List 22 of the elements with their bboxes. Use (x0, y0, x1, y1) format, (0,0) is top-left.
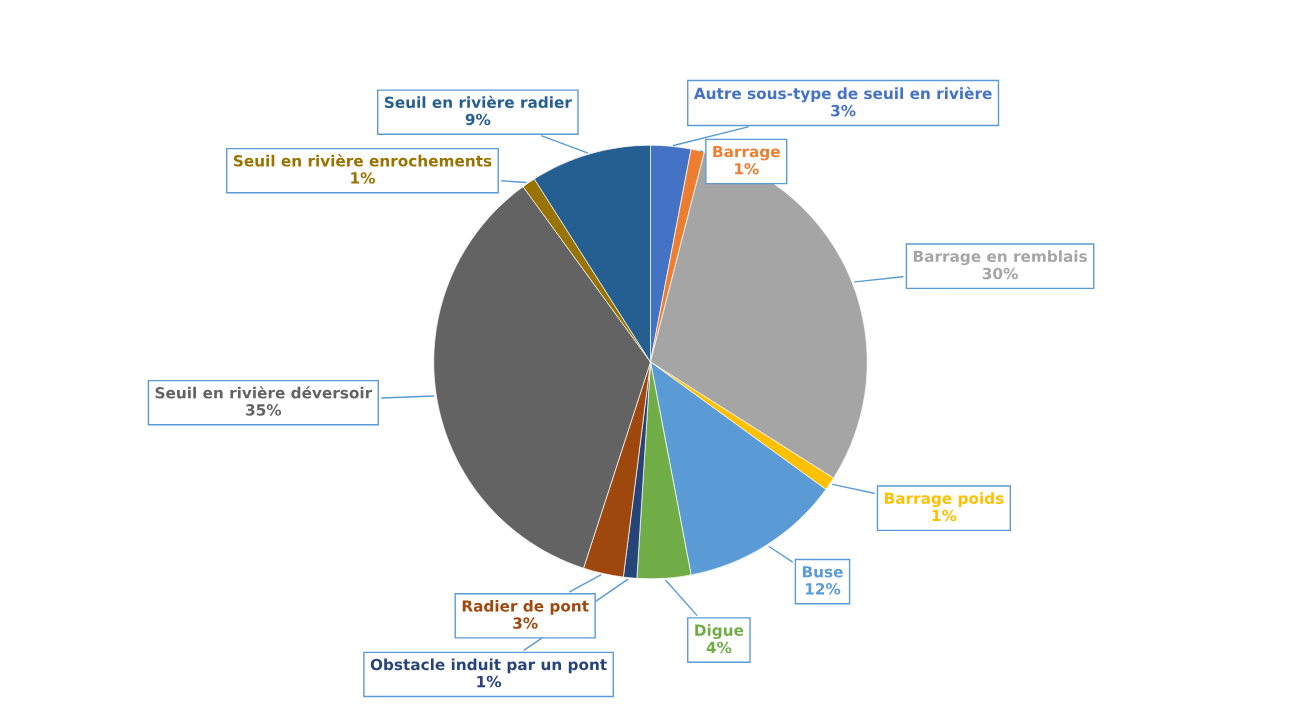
data-label: 30% (982, 267, 1018, 280)
slice-label: Buse (802, 566, 843, 578)
slice-label: Digue (695, 624, 744, 640)
slice-label: Seuil en rivière radier (384, 95, 572, 109)
data-label: 35% (246, 404, 282, 416)
slice-label: Barrage (713, 145, 780, 161)
data-label: 9% (465, 113, 491, 126)
slice-label: Seuil en rivière déversoir (155, 386, 373, 399)
data-label: 1% (932, 509, 957, 522)
data-label: 3% (513, 617, 538, 629)
slice-label: Autre sous-type de seuil en rivière (693, 86, 992, 103)
slice-label: Barrage en remblais (913, 250, 1087, 266)
data-label: 1% (735, 162, 759, 175)
slice-label: Barrage poids (884, 492, 1004, 508)
slice-label: Seuil en rivière enrochements (233, 154, 492, 167)
slice-label: Radier de pont (462, 599, 589, 615)
slice-label: Obstacle induit par un pont (370, 658, 607, 674)
data-label: 1% (351, 172, 375, 184)
data-label: 4% (706, 641, 732, 654)
data-label: 12% (805, 583, 841, 595)
data-label: 1% (477, 675, 502, 688)
data-label: 3% (831, 104, 856, 117)
